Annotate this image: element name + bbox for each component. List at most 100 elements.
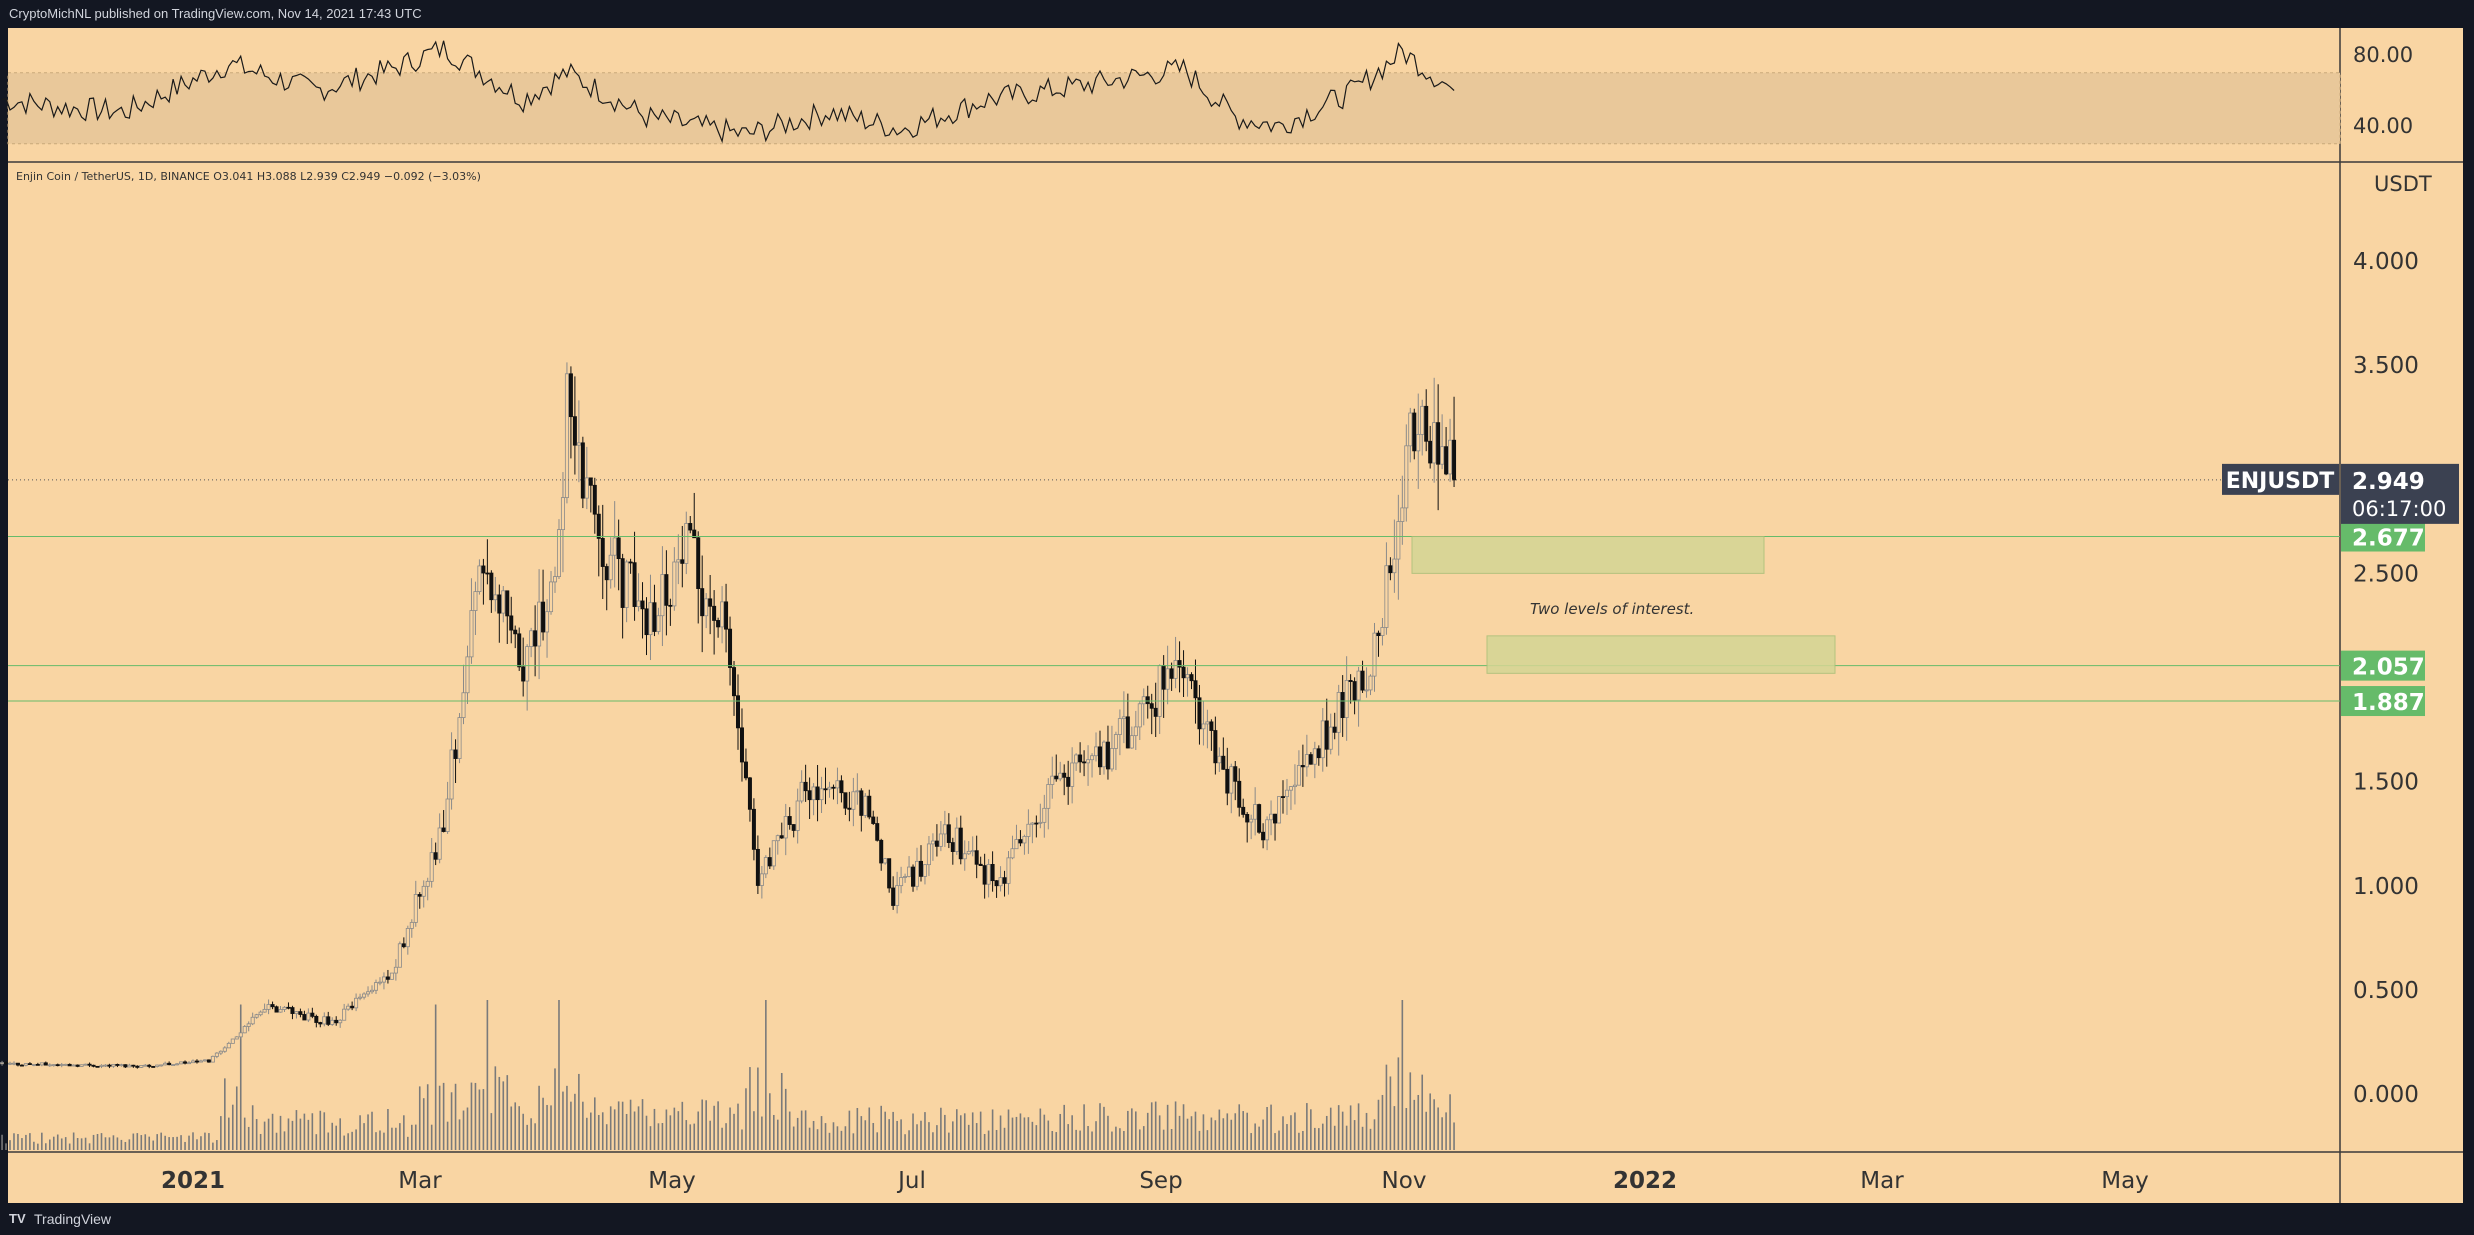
candle-body xyxy=(222,1047,227,1052)
candle-body xyxy=(1404,445,1409,509)
candle-body xyxy=(489,572,494,601)
candle-body xyxy=(1269,813,1274,821)
candle-body xyxy=(636,600,641,607)
candle-body xyxy=(167,1062,172,1066)
chart-frame[interactable]: 80.00 40.00 Enjin Coin / TetherUS, 1D, BI… xyxy=(0,27,2474,1203)
candle-body xyxy=(930,840,935,845)
candle-body xyxy=(1352,681,1357,701)
candle-body xyxy=(835,780,840,789)
candle-body xyxy=(680,559,685,564)
candle-body xyxy=(708,598,713,607)
candle-body xyxy=(83,1063,88,1066)
candle-body xyxy=(1288,786,1293,791)
candle-body xyxy=(373,982,378,991)
candle-body xyxy=(286,1006,291,1009)
candle-body xyxy=(887,858,892,889)
candle-body xyxy=(958,827,963,860)
candle-body xyxy=(668,604,673,607)
candle-body xyxy=(604,566,609,581)
candle-body xyxy=(843,792,848,809)
candle-body xyxy=(1105,741,1110,770)
candle-body xyxy=(1046,784,1051,809)
candle-body xyxy=(358,996,363,999)
candle-body xyxy=(43,1062,48,1066)
tradingview-logo-icon[interactable]: TV xyxy=(9,1211,26,1226)
candle-body xyxy=(310,1012,315,1017)
candle-body xyxy=(1002,877,1007,884)
candle-body xyxy=(1062,772,1067,778)
candle-body xyxy=(1420,405,1425,435)
candle-body xyxy=(214,1052,219,1057)
interest-zone-lower[interactable] xyxy=(1486,635,1836,674)
candle-body xyxy=(1273,813,1278,824)
candle-body xyxy=(366,991,371,995)
candle-body xyxy=(1237,780,1242,808)
candle-body xyxy=(1038,821,1043,824)
candle-body xyxy=(1101,741,1106,768)
interest-zone-upper[interactable] xyxy=(1411,536,1765,574)
candle-body xyxy=(755,848,760,886)
candle-body xyxy=(903,876,908,878)
candle-body xyxy=(525,646,530,682)
candle-body xyxy=(1149,703,1154,709)
candle-body xyxy=(1141,696,1146,705)
candle-body xyxy=(230,1038,235,1044)
candle-body xyxy=(342,1008,347,1021)
candle-body xyxy=(55,1064,60,1067)
candle-body xyxy=(1452,439,1457,481)
candle-body xyxy=(612,537,617,556)
candle-body xyxy=(509,615,514,631)
candle-body xyxy=(1408,412,1413,447)
candle-body xyxy=(1229,766,1234,794)
rsi-band xyxy=(7,72,2341,145)
candle-body xyxy=(513,629,518,635)
candle-body xyxy=(732,667,737,697)
candle-body xyxy=(839,780,844,794)
candle-body xyxy=(107,1064,112,1067)
footer-brand[interactable]: TradingView xyxy=(34,1211,112,1227)
candle-body xyxy=(1113,734,1118,749)
candle-body xyxy=(724,601,729,630)
candle-body xyxy=(103,1064,108,1067)
level-badge xyxy=(2341,650,2425,681)
candle-body xyxy=(19,1064,24,1067)
candle-body xyxy=(1261,831,1266,841)
candle-body xyxy=(549,581,554,613)
candle-body xyxy=(779,835,784,839)
candle-body xyxy=(1328,726,1333,750)
candle-body xyxy=(1277,796,1282,824)
candle-body xyxy=(652,602,657,632)
candle-body xyxy=(982,865,987,885)
candle-body xyxy=(1448,439,1453,475)
candle-body xyxy=(362,993,367,998)
candle-body xyxy=(1241,806,1246,815)
candle-body xyxy=(67,1063,72,1067)
candle-body xyxy=(672,561,677,607)
candles xyxy=(0,362,1457,1069)
candle-body xyxy=(131,1064,136,1067)
candle-body xyxy=(1058,772,1063,780)
candle-body xyxy=(159,1064,164,1067)
publish-info: CryptoMichNL published on TradingView.co… xyxy=(9,6,422,21)
candle-body xyxy=(533,630,538,647)
rsi-tick-label: 80.00 xyxy=(2353,43,2413,67)
candle-body xyxy=(1177,660,1182,668)
candle-body xyxy=(1312,748,1317,765)
candle-body xyxy=(91,1064,96,1067)
candle-body xyxy=(1444,446,1449,475)
candle-body xyxy=(922,864,927,877)
candle-body xyxy=(262,1008,267,1013)
countdown-label: 06:17:00 xyxy=(2352,497,2446,521)
candle-body xyxy=(537,601,542,647)
annotation-text[interactable]: Two levels of interest. xyxy=(1530,600,1694,618)
price-chart[interactable]: 80.00 40.00 Enjin Coin / TetherUS, 1D, BI… xyxy=(0,27,2474,1203)
rsi-pane[interactable]: 80.00 40.00 xyxy=(1,40,2413,145)
candle-body xyxy=(171,1064,176,1066)
candle-body xyxy=(1217,755,1222,764)
candle-body xyxy=(720,601,725,628)
candle-body xyxy=(127,1064,132,1068)
candle-body xyxy=(151,1066,156,1068)
candle-body xyxy=(505,590,510,617)
candle-body xyxy=(135,1065,140,1068)
candle-body xyxy=(139,1065,144,1068)
